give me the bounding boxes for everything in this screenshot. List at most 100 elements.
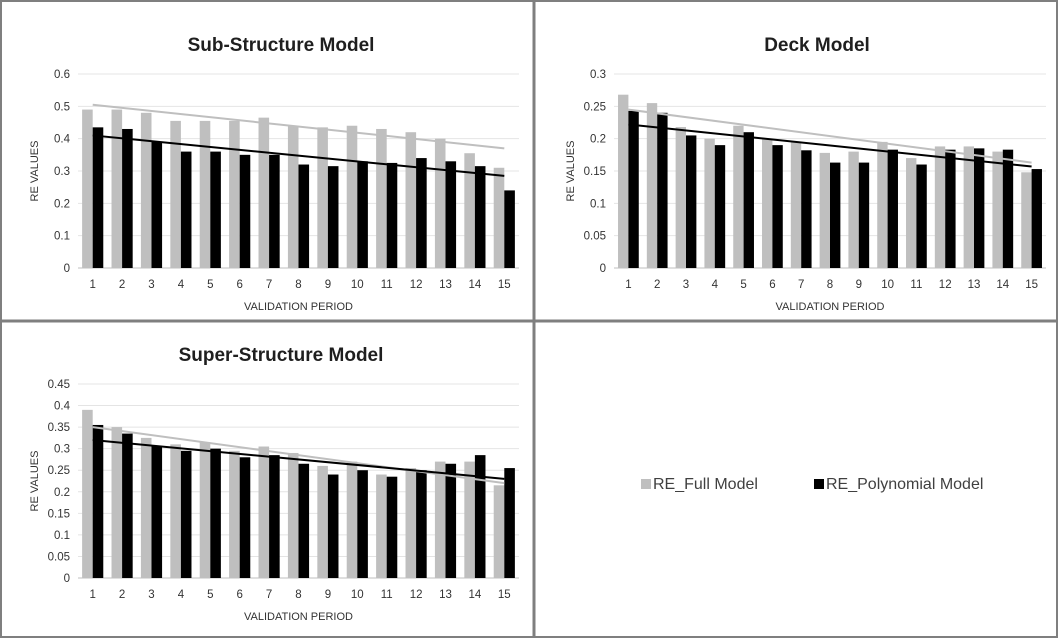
bar-full-model — [618, 94, 629, 268]
bar-full-model — [877, 141, 888, 268]
bar-full-model — [733, 125, 744, 268]
bar-full-model — [199, 120, 211, 268]
bar-polynomial-model — [357, 161, 368, 268]
y-tick-label: 0.2 — [590, 134, 606, 146]
x-tick-label: 2 — [119, 589, 125, 601]
x-tick-label: 7 — [798, 279, 804, 291]
chart-super-structure: Super-Structure Model 0 0.05 0.1 0.15 0.2 0.25… — [29, 345, 519, 623]
bar-full-model — [848, 151, 859, 268]
bar-polynomial-model — [210, 448, 221, 578]
bar-full-model — [258, 117, 270, 269]
x-tick-label: 12 — [410, 279, 423, 291]
x-tick-label: 14 — [469, 589, 482, 601]
y-tick-label: 0.45 — [48, 379, 70, 391]
x-tick-label: 9 — [325, 589, 331, 601]
x-tick-label: 4 — [178, 279, 185, 291]
x-tick-label: 5 — [207, 279, 213, 291]
y-tick-label: 0.4 — [54, 134, 71, 146]
trendline-full-model — [92, 103, 505, 150]
bar-polynomial-model — [657, 112, 668, 268]
x-axis-title: VALIDATION PERIOD — [244, 611, 353, 623]
bar-full-model — [287, 452, 299, 578]
bar-polynomial-model — [858, 162, 870, 268]
bar-polynomial-model — [122, 128, 133, 268]
bar-full-model — [287, 125, 299, 268]
y-tick-label: 0 — [600, 263, 606, 275]
x-tick-label: 1 — [625, 279, 631, 291]
y-tick-label: 0 — [64, 573, 70, 585]
x-tick-label: 3 — [683, 279, 689, 291]
bar-polynomial-model — [298, 164, 310, 268]
x-tick-label: 8 — [827, 279, 833, 291]
bar-full-model — [111, 109, 123, 268]
legend-label-polynomial: RE_Polynomial Model — [826, 476, 983, 493]
bar-full-model — [317, 127, 328, 268]
bar-polynomial-model — [887, 149, 898, 268]
bar-full-model — [405, 468, 417, 578]
bar-polynomial-model — [210, 151, 221, 268]
x-tick-label: 10 — [351, 589, 364, 601]
bar-polynomial-model — [239, 457, 251, 578]
bar-polynomial-model — [416, 470, 427, 578]
x-tick-label: 1 — [89, 589, 95, 601]
y-tick-label: 0.1 — [54, 231, 70, 243]
bar-polynomial-model — [445, 161, 457, 268]
x-tick-label: 15 — [498, 589, 511, 601]
bar-polynomial-model — [801, 150, 812, 268]
x-tick-label: 15 — [498, 279, 511, 291]
bar-full-model — [675, 127, 686, 268]
x-tick-label: 2 — [654, 279, 660, 291]
bar-polynomial-model — [830, 162, 841, 268]
x-tick-label: 5 — [207, 589, 213, 601]
x-tick-label: 10 — [881, 279, 894, 291]
y-tick-label: 0.25 — [584, 101, 606, 113]
legend: RE_Full Model RE_Polynomial Model — [641, 476, 983, 493]
x-tick-label: 9 — [325, 279, 331, 291]
y-tick-label: 0.4 — [54, 401, 71, 413]
bar-full-model — [317, 465, 328, 578]
bar-polynomial-model — [743, 132, 754, 268]
x-tick-label: 15 — [1025, 279, 1038, 291]
legend-swatch-full — [641, 479, 651, 489]
x-tick-label: 5 — [740, 279, 746, 291]
bar-full-model — [434, 138, 446, 268]
bar-full-model — [111, 427, 123, 578]
bar-full-model — [199, 442, 211, 578]
y-tick-label: 0 — [64, 263, 70, 275]
x-tick-label: 14 — [996, 279, 1009, 291]
bar-full-model — [346, 125, 358, 268]
bar-polynomial-model — [945, 149, 956, 268]
bar-full-model — [934, 146, 946, 268]
y-tick-label: 0.05 — [584, 231, 606, 243]
bar-full-model — [376, 128, 387, 268]
x-axis-title: VALIDATION PERIOD — [775, 301, 884, 313]
bar-polynomial-model — [772, 145, 783, 268]
y-tick-label: 0.1 — [590, 198, 606, 210]
trendline-full-model — [628, 108, 1032, 164]
bar-full-model — [229, 120, 240, 268]
bar-polynomial-model — [269, 154, 280, 268]
bar-polynomial-model — [504, 468, 515, 578]
y-tick-label: 0.35 — [48, 422, 70, 434]
bar-full-model — [704, 138, 715, 268]
y-axis-title: RE VALUES — [565, 141, 577, 202]
x-tick-label: 8 — [295, 279, 301, 291]
y-tick-label: 0.15 — [48, 508, 70, 520]
bar-polynomial-model — [180, 151, 192, 268]
bar-full-model — [906, 158, 917, 268]
y-tick-label: 0.15 — [584, 166, 606, 178]
bar-full-model — [464, 461, 475, 578]
legend-label-full: RE_Full Model — [653, 476, 758, 493]
x-tick-label: 12 — [939, 279, 952, 291]
bar-polynomial-model — [298, 463, 310, 578]
bar-polynomial-model — [180, 450, 192, 578]
x-tick-label: 13 — [439, 589, 452, 601]
bar-polynomial-model — [714, 145, 726, 268]
bar-full-model — [82, 409, 93, 578]
bar-full-model — [434, 461, 446, 578]
bar-full-model — [493, 485, 505, 578]
bar-full-model — [790, 141, 802, 268]
